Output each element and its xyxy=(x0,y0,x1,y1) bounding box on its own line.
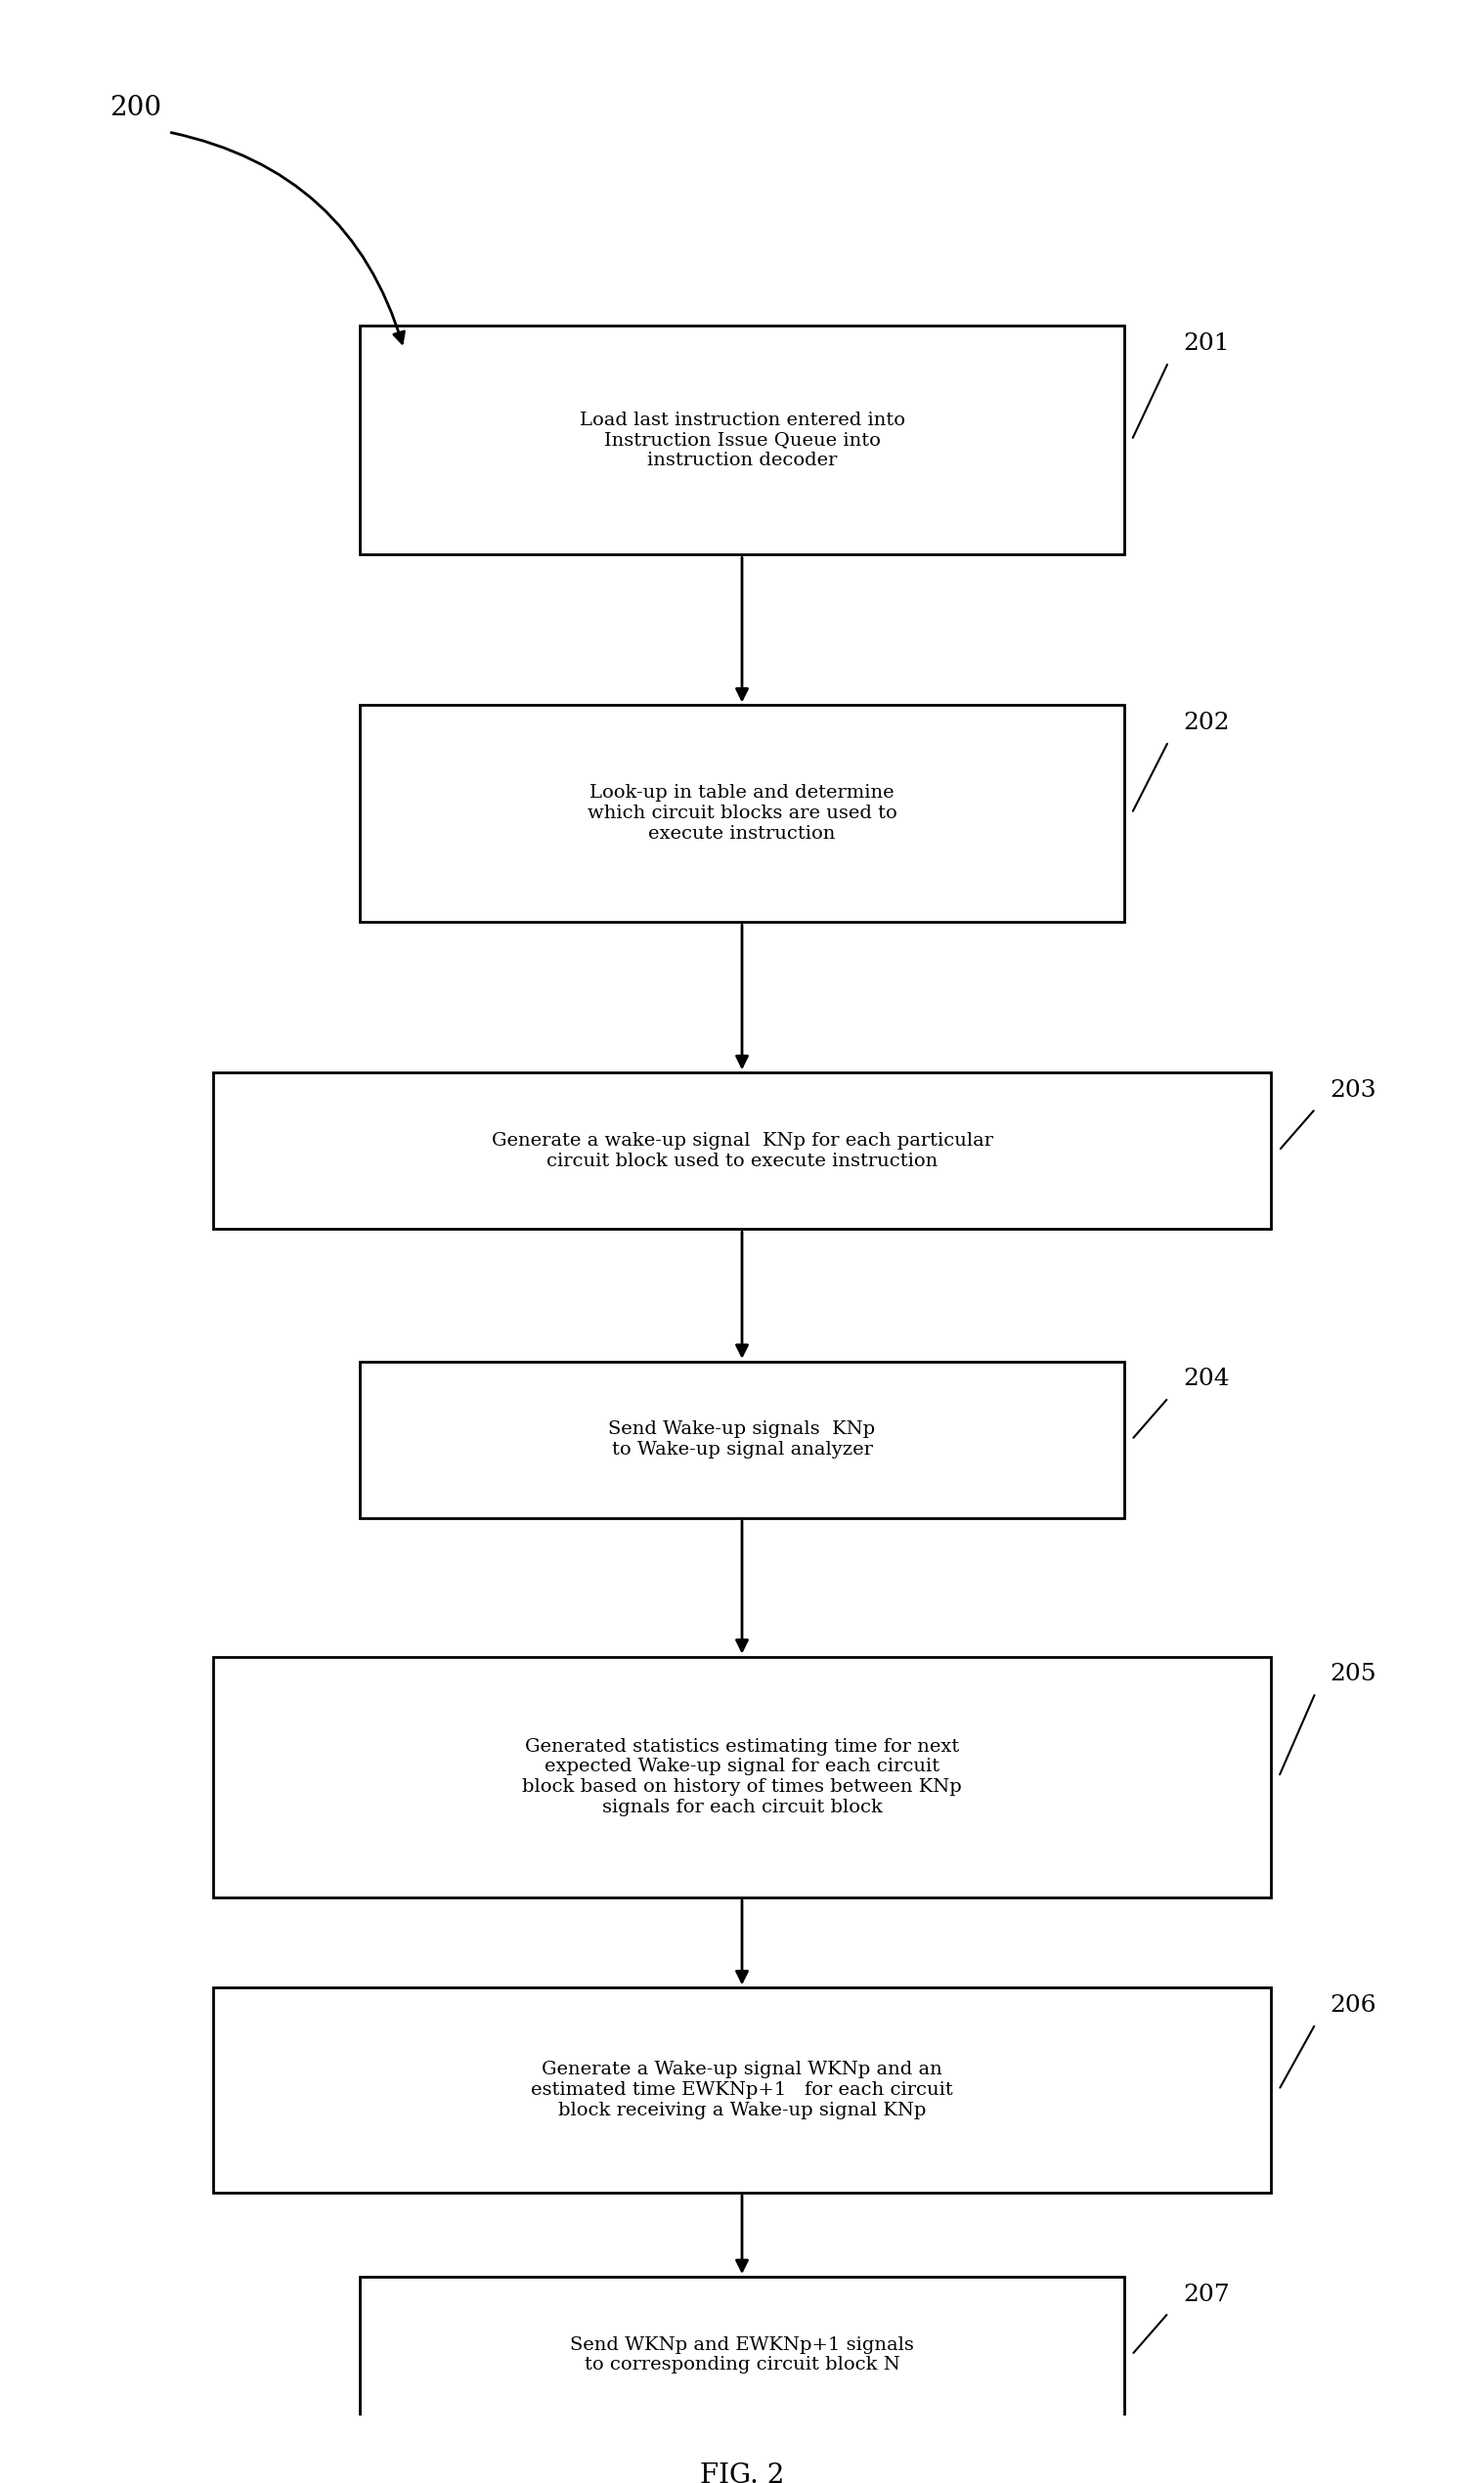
Text: 203: 203 xyxy=(1330,1080,1377,1102)
Text: Send Wake-up signals  KNp
to Wake-up signal analyzer: Send Wake-up signals KNp to Wake-up sign… xyxy=(608,1420,876,1460)
Text: FIG. 2: FIG. 2 xyxy=(700,2463,784,2483)
FancyBboxPatch shape xyxy=(359,325,1125,554)
FancyBboxPatch shape xyxy=(212,1073,1272,1229)
Text: Generate a wake-up signal  KNp for each particular
circuit block used to execute: Generate a wake-up signal KNp for each p… xyxy=(491,1132,993,1169)
Text: Send WKNp and EWKNp+1 signals
to corresponding circuit block N: Send WKNp and EWKNp+1 signals to corresp… xyxy=(570,2337,914,2374)
Text: Load last instruction entered into
Instruction Issue Queue into
instruction deco: Load last instruction entered into Instr… xyxy=(579,412,905,469)
FancyBboxPatch shape xyxy=(359,705,1125,921)
Text: Generated statistics estimating time for next
expected Wake-up signal for each c: Generated statistics estimating time for… xyxy=(522,1738,962,1815)
Text: 202: 202 xyxy=(1183,713,1230,735)
FancyBboxPatch shape xyxy=(359,1361,1125,1517)
Text: 201: 201 xyxy=(1183,333,1230,355)
Text: 206: 206 xyxy=(1330,1994,1377,2016)
FancyBboxPatch shape xyxy=(212,1656,1272,1897)
Text: Generate a Wake-up signal WKNp and an
estimated time EWKNp+1   for each circuit
: Generate a Wake-up signal WKNp and an es… xyxy=(531,2061,953,2118)
Text: Look-up in table and determine
which circuit blocks are used to
execute instruct: Look-up in table and determine which cir… xyxy=(588,785,896,842)
Text: 204: 204 xyxy=(1183,1368,1230,1390)
Text: 200: 200 xyxy=(110,94,162,122)
Text: 207: 207 xyxy=(1183,2284,1230,2307)
FancyBboxPatch shape xyxy=(212,1989,1272,2192)
Text: 205: 205 xyxy=(1330,1664,1377,1686)
FancyBboxPatch shape xyxy=(359,2277,1125,2433)
